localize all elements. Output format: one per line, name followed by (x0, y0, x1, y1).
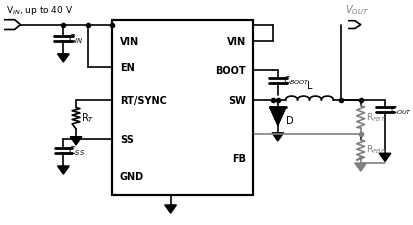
Text: L: L (306, 81, 311, 90)
Bar (112, 21, 253, 195)
Polygon shape (378, 154, 390, 162)
Text: EN: EN (120, 63, 134, 73)
Text: R$_{FBB}$: R$_{FBB}$ (365, 142, 385, 155)
Text: GND: GND (120, 171, 144, 181)
Text: C$_{SS}$: C$_{SS}$ (68, 144, 85, 158)
Text: RT/SYNC: RT/SYNC (120, 95, 166, 105)
Polygon shape (70, 137, 82, 145)
Text: C$_{BOOT}$: C$_{BOOT}$ (282, 74, 309, 87)
Text: V$_{IN}$, up to 40 V: V$_{IN}$, up to 40 V (6, 4, 73, 17)
Text: C$_{IN}$: C$_{IN}$ (68, 32, 84, 46)
Text: C$_{OUT}$: C$_{OUT}$ (389, 104, 411, 116)
Text: FB: FB (231, 153, 245, 163)
Polygon shape (164, 205, 176, 213)
Polygon shape (269, 108, 285, 126)
Text: V$_{OUT}$: V$_{OUT}$ (344, 3, 368, 17)
Polygon shape (57, 55, 69, 63)
Text: VIN: VIN (226, 37, 245, 47)
Text: VIN: VIN (120, 37, 139, 47)
Text: R$_{T}$: R$_{T}$ (81, 111, 94, 125)
Polygon shape (348, 22, 360, 29)
Text: SW: SW (227, 95, 245, 105)
Polygon shape (57, 166, 69, 174)
Bar (112, 21, 253, 195)
Polygon shape (5, 21, 20, 30)
Text: D: D (285, 116, 292, 126)
Text: BOOT: BOOT (214, 66, 245, 76)
Text: R$_{FBT}$: R$_{FBT}$ (365, 111, 385, 124)
Polygon shape (354, 163, 366, 171)
Text: SS: SS (120, 134, 133, 144)
Polygon shape (271, 133, 283, 141)
